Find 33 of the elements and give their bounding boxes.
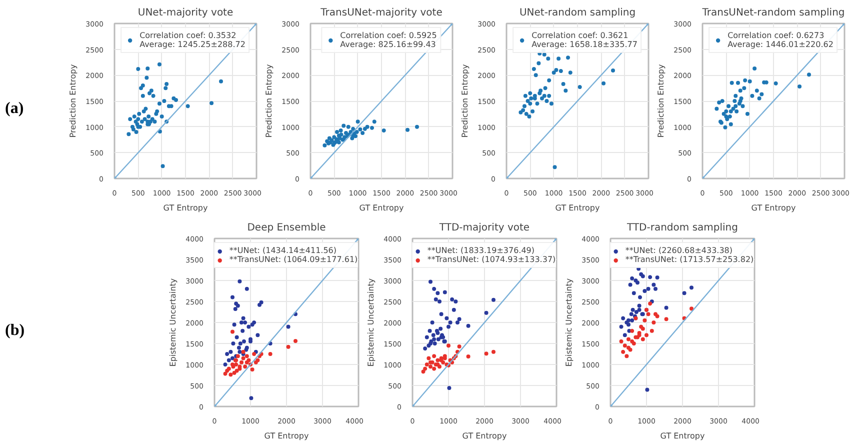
legend-label: **TransUNet: (1713.57±253.82) [625,255,754,264]
chart-title: Deep Ensemble [247,222,326,234]
x-axis-title: GT Entropy [555,204,600,212]
y-axis-title: Epistemic Uncertainty [366,278,376,367]
legend-label: **TransUNet: (1074.93±133.37) [427,255,556,264]
x-axis-title: GT Entropy [163,204,208,212]
chart-title: TTD-random sampling [626,222,738,234]
y-axis-title: Epistemic Uncertainty [168,278,178,367]
chart-title: TTD-majority vote [438,222,530,234]
y-axis-title: Epistemic Uncertainty [564,278,574,367]
x-axis-title: GT Entropy [462,432,507,440]
chart-title: TransUNet-majority vote [320,8,442,18]
y-axis-title: Prediction Entropy [68,64,78,138]
legend-label: **UNet: (2260.68±433.38) [625,246,733,255]
y-axis-title: Prediction Entropy [656,64,666,138]
x-axis-title: GT Entropy [359,204,404,212]
x-axis-title: GT Entropy [751,204,796,212]
text: (b) [5,321,25,341]
text: (a) [5,99,24,119]
legend-label: **TransUNet: (1064.09±177.61) [229,255,358,264]
y-axis-title: Prediction Entropy [264,64,274,138]
legend-label: Correlation coef: 0.3532 Average: 1245.25±288.72 [140,31,246,49]
legend-label: **UNet: (1833.19±376.49) [427,246,535,255]
y-axis-title: Prediction Entropy [460,64,470,138]
x-axis-title: GT Entropy [264,432,309,440]
legend-label: **UNet: (1434.14±411.56) [229,246,337,255]
legend-label: Correlation coef: 0.3621 Average: 1658.18±335.77 [532,31,638,49]
chart-title: UNet-random sampling [519,8,636,18]
legend-label: Correlation coef: 0.5925 Average: 825.16±99.43 [340,31,437,49]
x-axis-title: GT Entropy [660,432,705,440]
chart-title: UNet-majority vote [138,8,234,18]
chart-title: TransUNet-random sampling [701,8,845,18]
legend-label: Correlation coef: 0.6273 Average: 1446.01±220.62 [728,31,834,49]
